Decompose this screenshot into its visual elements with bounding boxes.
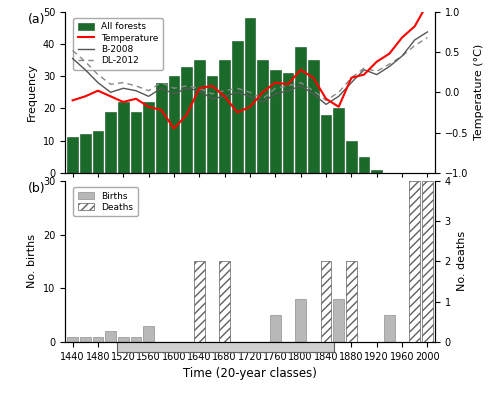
- Bar: [232, 41, 242, 173]
- Bar: [118, 336, 128, 342]
- Bar: [334, 299, 344, 342]
- Bar: [118, 102, 128, 173]
- Y-axis label: No. deaths: No. deaths: [456, 231, 466, 292]
- Bar: [105, 112, 116, 173]
- Y-axis label: Temperature (°C): Temperature (°C): [474, 44, 484, 140]
- Bar: [168, 76, 179, 173]
- Y-axis label: Frequency: Frequency: [28, 63, 38, 121]
- X-axis label: Time (20-year classes): Time (20-year classes): [183, 367, 317, 380]
- Bar: [308, 60, 318, 173]
- Bar: [244, 18, 256, 173]
- Bar: [182, 66, 192, 173]
- Bar: [105, 331, 116, 342]
- Bar: [117, 342, 334, 352]
- Bar: [270, 70, 280, 173]
- Bar: [92, 131, 104, 173]
- Bar: [358, 157, 370, 173]
- Bar: [384, 315, 395, 342]
- Bar: [346, 141, 357, 173]
- Bar: [130, 112, 141, 173]
- Bar: [270, 315, 280, 342]
- Bar: [296, 299, 306, 342]
- Bar: [320, 261, 332, 342]
- Bar: [220, 261, 230, 342]
- Bar: [220, 60, 230, 173]
- Bar: [194, 60, 204, 173]
- Bar: [194, 261, 204, 342]
- Bar: [410, 181, 420, 342]
- Bar: [334, 108, 344, 173]
- Legend: All forests, Temperature, B-2008, DL-2012: All forests, Temperature, B-2008, DL-201…: [73, 18, 163, 70]
- Legend: Births, Deaths: Births, Deaths: [73, 187, 138, 216]
- Bar: [143, 326, 154, 342]
- Bar: [92, 336, 104, 342]
- Bar: [206, 76, 218, 173]
- Bar: [143, 102, 154, 173]
- Bar: [80, 134, 90, 173]
- Bar: [372, 170, 382, 173]
- Bar: [220, 336, 230, 342]
- Bar: [130, 336, 141, 342]
- Y-axis label: No. births: No. births: [28, 234, 38, 288]
- Bar: [282, 73, 294, 173]
- Bar: [422, 181, 433, 342]
- Bar: [156, 83, 166, 173]
- Text: (b): (b): [28, 182, 46, 195]
- Bar: [296, 47, 306, 173]
- Bar: [258, 60, 268, 173]
- Text: (a): (a): [28, 13, 46, 26]
- Bar: [80, 336, 90, 342]
- Bar: [320, 115, 332, 173]
- Bar: [67, 336, 78, 342]
- Bar: [346, 261, 357, 342]
- Bar: [67, 138, 78, 173]
